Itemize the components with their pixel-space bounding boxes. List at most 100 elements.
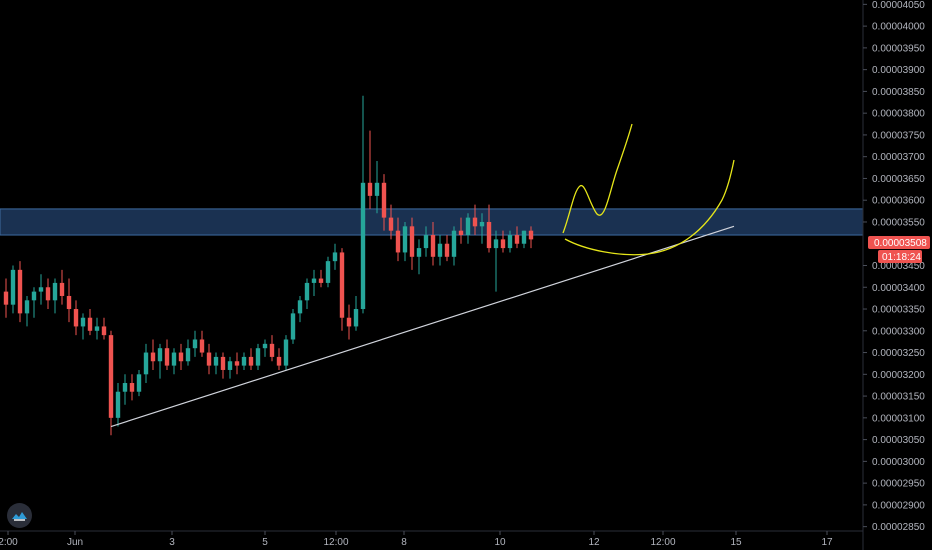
time-tick-label: 12 bbox=[588, 537, 600, 548]
candle-body[interactable] bbox=[143, 352, 149, 375]
candle-body[interactable] bbox=[388, 217, 394, 231]
projection-curve-up[interactable] bbox=[562, 123, 633, 234]
candles-group bbox=[3, 95, 534, 436]
candle-body[interactable] bbox=[360, 182, 366, 310]
candle-body[interactable] bbox=[101, 326, 107, 336]
candle-body[interactable] bbox=[157, 348, 163, 362]
candle-body[interactable] bbox=[528, 230, 534, 240]
candle-body[interactable] bbox=[241, 356, 247, 366]
candle-body[interactable] bbox=[423, 235, 429, 249]
candle-body[interactable] bbox=[255, 348, 261, 366]
candle-body[interactable] bbox=[444, 243, 450, 257]
candle-body[interactable] bbox=[346, 317, 352, 327]
price-tick-label: 0.00003900 bbox=[872, 65, 925, 76]
candle-body[interactable] bbox=[472, 217, 478, 227]
candle-body[interactable] bbox=[262, 343, 268, 349]
candle-body[interactable] bbox=[500, 239, 506, 249]
candle-body[interactable] bbox=[136, 374, 142, 392]
candle-body[interactable] bbox=[17, 269, 23, 314]
candle-body[interactable] bbox=[108, 335, 114, 418]
candle-body[interactable] bbox=[206, 352, 212, 366]
candle-body[interactable] bbox=[122, 383, 128, 392]
candle-body[interactable] bbox=[248, 356, 254, 366]
candle-body[interactable] bbox=[381, 182, 387, 218]
candle-body[interactable] bbox=[409, 226, 415, 257]
candle-body[interactable] bbox=[227, 361, 233, 370]
time-tick-label: 15 bbox=[730, 537, 742, 548]
price-axis-panel[interactable] bbox=[863, 0, 932, 550]
candle-body[interactable] bbox=[66, 295, 72, 310]
candle-body[interactable] bbox=[514, 235, 520, 244]
candle-body[interactable] bbox=[332, 252, 338, 262]
candle-body[interactable] bbox=[234, 361, 240, 366]
support-trendline[interactable] bbox=[110, 225, 735, 428]
candle-body[interactable] bbox=[304, 282, 310, 301]
candle-body[interactable] bbox=[479, 221, 485, 227]
candle-body[interactable] bbox=[311, 278, 317, 283]
candle-body[interactable] bbox=[353, 309, 359, 327]
time-tick-label: 17 bbox=[821, 537, 833, 548]
candle-body[interactable] bbox=[45, 287, 51, 301]
candle-body[interactable] bbox=[318, 278, 324, 283]
candle-body[interactable] bbox=[94, 326, 100, 331]
candle-body[interactable] bbox=[115, 391, 121, 418]
price-tick-label: 0.00003350 bbox=[872, 305, 925, 316]
countdown-label: 01:18:24 bbox=[882, 252, 921, 263]
time-tick-label: 8 bbox=[401, 537, 407, 548]
candle-body[interactable] bbox=[437, 243, 443, 257]
candle-body[interactable] bbox=[220, 356, 226, 370]
candle-body[interactable] bbox=[507, 235, 513, 249]
candle-body[interactable] bbox=[416, 248, 422, 257]
candle-body[interactable] bbox=[493, 239, 499, 249]
candle-body[interactable] bbox=[213, 356, 219, 366]
candle-body[interactable] bbox=[164, 348, 170, 366]
candle-body[interactable] bbox=[80, 317, 86, 327]
candle-body[interactable] bbox=[73, 309, 79, 327]
candle-body[interactable] bbox=[458, 230, 464, 236]
price-tick-label: 0.00002900 bbox=[872, 500, 925, 511]
candle-body[interactable] bbox=[3, 291, 9, 305]
candle-body[interactable] bbox=[297, 300, 303, 314]
price-tick-label: 0.00003200 bbox=[872, 370, 925, 381]
candle-body[interactable] bbox=[395, 230, 401, 253]
candle-body[interactable] bbox=[178, 352, 184, 362]
candle-body[interactable] bbox=[367, 182, 373, 196]
candle-body[interactable] bbox=[171, 352, 177, 366]
candle-body[interactable] bbox=[276, 356, 282, 366]
candle-body[interactable] bbox=[192, 339, 198, 349]
candle-body[interactable] bbox=[283, 339, 289, 366]
candle-body[interactable] bbox=[465, 217, 471, 236]
price-tick-label: 0.00003600 bbox=[872, 196, 925, 207]
candle-body[interactable] bbox=[451, 230, 457, 257]
candle-body[interactable] bbox=[374, 182, 380, 196]
candle-body[interactable] bbox=[402, 226, 408, 253]
candle-body[interactable] bbox=[269, 343, 275, 357]
projection-curve-bowl[interactable] bbox=[564, 159, 735, 256]
candle-body[interactable] bbox=[185, 348, 191, 362]
candle-body[interactable] bbox=[24, 300, 30, 314]
price-tick-label: 0.00003850 bbox=[872, 87, 925, 98]
candle-body[interactable] bbox=[290, 313, 296, 340]
candle-body[interactable] bbox=[129, 383, 135, 392]
current-price-badge bbox=[868, 236, 930, 249]
candle-body[interactable] bbox=[52, 282, 58, 301]
price-axis-labels: 0.00004050 0.00004000 0.00003950 0.00003900… bbox=[863, 0, 925, 533]
candle-body[interactable] bbox=[339, 252, 345, 318]
candle-body[interactable] bbox=[87, 317, 93, 331]
candle-body[interactable] bbox=[10, 269, 16, 305]
candle-body[interactable] bbox=[486, 221, 492, 249]
price-tick-label: 0.00003650 bbox=[872, 174, 925, 185]
candle-body[interactable] bbox=[199, 339, 205, 353]
candle-body[interactable] bbox=[325, 261, 331, 283]
candle-body[interactable] bbox=[38, 287, 44, 292]
candle-body[interactable] bbox=[59, 282, 65, 296]
tradingview-logo[interactable] bbox=[7, 503, 32, 528]
candle-body[interactable] bbox=[430, 235, 436, 257]
candle-body[interactable] bbox=[31, 291, 37, 301]
candle-body[interactable] bbox=[150, 352, 156, 362]
price-tick-label: 0.00003150 bbox=[872, 392, 925, 403]
candle-body[interactable] bbox=[521, 230, 527, 244]
time-axis-labels: 2:00 Jun 3 5 12:00 8 10 12 12:00 15 17 bbox=[0, 531, 833, 548]
